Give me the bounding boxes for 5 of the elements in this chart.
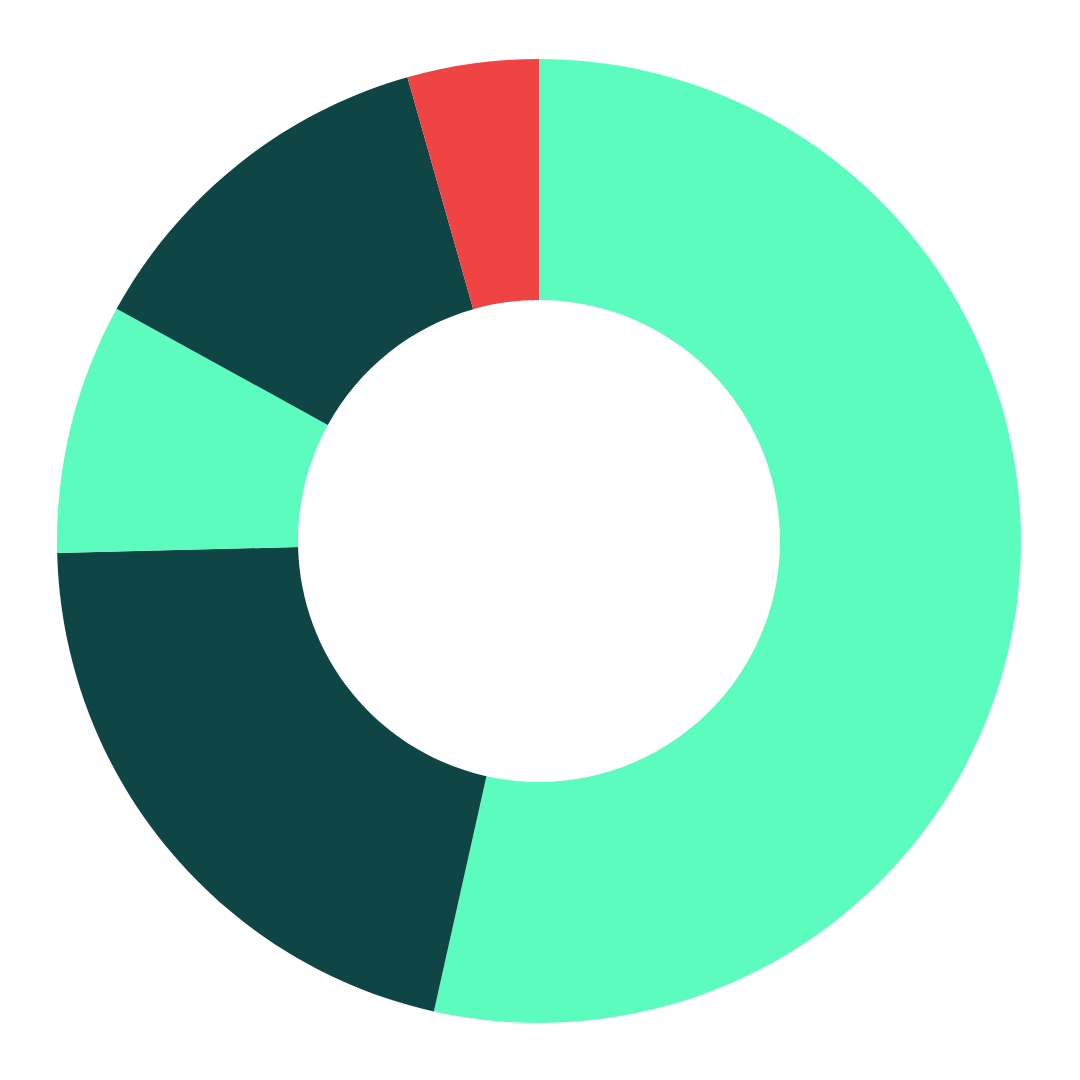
donut-slice — [57, 547, 487, 1012]
donut-slice — [433, 59, 1021, 1023]
donut-slice — [116, 77, 474, 425]
donut-slice — [57, 308, 328, 554]
donut-slice — [407, 59, 539, 310]
